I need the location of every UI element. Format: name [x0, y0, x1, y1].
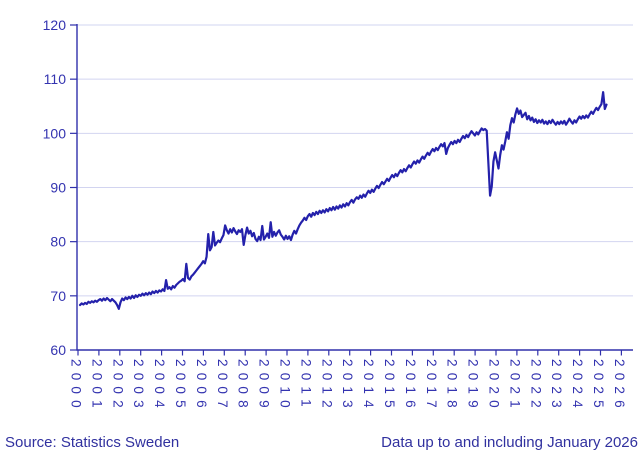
x-tick-label: 2004 — [152, 359, 167, 414]
y-tick-label: 120 — [43, 17, 67, 33]
y-tick-label: 110 — [44, 71, 67, 87]
x-tick-label: 2018 — [445, 359, 460, 414]
data-note-text: Data up to and including January 2026 — [381, 434, 638, 451]
x-tick-label: 2000 — [69, 359, 84, 414]
x-tick-label: 2012 — [319, 359, 334, 414]
source-text: Source: Statistics Sweden — [5, 434, 180, 451]
x-tick-label: 2008 — [236, 359, 251, 414]
y-tick-label: 60 — [50, 342, 66, 358]
x-tick-label: 2015 — [382, 359, 397, 414]
x-tick-label: 2010 — [278, 359, 293, 414]
y-tick-label: 80 — [50, 234, 66, 250]
x-tick-label: 2026 — [612, 359, 627, 414]
x-tick-label: 2011 — [298, 359, 313, 413]
y-tick-label: 70 — [50, 288, 66, 304]
x-tick-label: 2021 — [507, 359, 522, 414]
x-tick-label: 2024 — [570, 359, 585, 414]
x-tick-label: 2017 — [424, 359, 439, 414]
x-tick-label: 2001 — [89, 359, 104, 414]
x-tick-label: 2009 — [257, 359, 272, 414]
x-tick-label: 2005 — [173, 359, 188, 414]
x-tick-label: 2006 — [194, 359, 209, 414]
x-tick-label: 2014 — [361, 359, 376, 414]
x-tick-label: 2003 — [131, 359, 146, 414]
x-tick-label: 2016 — [403, 359, 418, 414]
x-tick-label: 2020 — [487, 359, 502, 414]
x-tick-label: 2007 — [215, 359, 230, 414]
x-tick-label: 2019 — [466, 359, 481, 414]
y-tick-label: 100 — [43, 125, 67, 141]
x-tick-label: 2002 — [110, 359, 125, 414]
x-tick-label: 2022 — [528, 359, 543, 414]
x-tick-label: 2025 — [591, 359, 606, 414]
y-tick-label: 90 — [50, 180, 66, 196]
x-tick-label: 2013 — [340, 359, 355, 414]
x-tick-label: 2023 — [549, 359, 564, 414]
index-line — [78, 91, 608, 310]
index-line-chart: 60 70 80 90 100 110 120 2000 2001 2002 2003 2004 200… — [43, 17, 633, 414]
